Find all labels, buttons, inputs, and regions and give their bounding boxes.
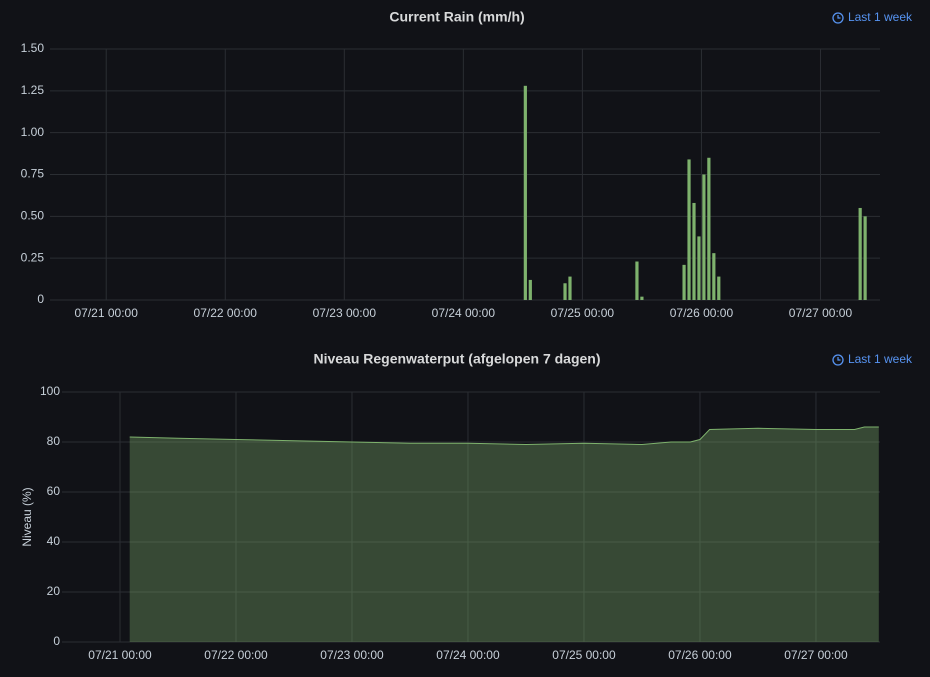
bar — [687, 159, 691, 300]
bar — [568, 276, 572, 300]
y-tick-label: 20 — [47, 584, 61, 598]
bar — [863, 216, 867, 300]
y-tick-label: 0 — [37, 292, 44, 306]
y-tick-label: 1.25 — [21, 83, 45, 97]
bar — [635, 261, 639, 300]
panel-title: Niveau Regenwaterput (afgelopen 7 dagen) — [313, 351, 600, 367]
x-tick-label: 07/22 00:00 — [204, 648, 268, 662]
area-fill — [129, 427, 879, 642]
time-range[interactable]: Last 1 week — [848, 352, 913, 366]
x-tick-label: 07/21 00:00 — [88, 648, 152, 662]
bar — [707, 157, 711, 300]
y-tick-label: 0.50 — [21, 209, 45, 223]
bar — [640, 296, 644, 300]
x-tick-label: 07/23 00:00 — [313, 306, 377, 320]
y-tick-label: 60 — [47, 484, 61, 498]
x-tick-label: 07/26 00:00 — [670, 306, 734, 320]
x-tick-label: 07/26 00:00 — [668, 648, 732, 662]
x-tick-label: 07/25 00:00 — [551, 306, 615, 320]
x-tick-label: 07/27 00:00 — [784, 648, 848, 662]
bar — [692, 202, 696, 300]
clock-hands — [837, 357, 841, 361]
x-tick-label: 07/24 00:00 — [436, 648, 500, 662]
x-tick-label: 07/22 00:00 — [194, 306, 258, 320]
panel-title: Current Rain (mm/h) — [389, 9, 524, 25]
y-tick-label: 0.75 — [21, 167, 45, 181]
bar — [702, 174, 706, 300]
bar — [528, 279, 532, 300]
x-tick-label: 07/27 00:00 — [789, 306, 853, 320]
clock-hands — [837, 15, 841, 19]
y-tick-label: 0.25 — [21, 250, 45, 264]
y-axis-label: Niveau (%) — [20, 487, 34, 546]
bar — [682, 264, 686, 300]
y-tick-label: 1.00 — [21, 125, 45, 139]
clock-icon — [832, 12, 844, 24]
clock-icon — [832, 354, 844, 366]
y-tick-label: 1.50 — [21, 41, 45, 55]
time-range[interactable]: Last 1 week — [848, 10, 913, 24]
bar — [717, 276, 721, 300]
y-tick-label: 40 — [47, 534, 61, 548]
bar — [697, 236, 701, 300]
bar — [563, 283, 567, 300]
x-tick-label: 07/21 00:00 — [75, 306, 139, 320]
bar — [523, 85, 527, 301]
x-tick-label: 07/25 00:00 — [552, 648, 616, 662]
x-tick-label: 07/24 00:00 — [432, 306, 496, 320]
y-tick-label: 80 — [47, 434, 61, 448]
x-tick-label: 07/23 00:00 — [320, 648, 384, 662]
y-tick-label: 0 — [53, 634, 60, 648]
y-tick-label: 100 — [40, 384, 60, 398]
bar — [858, 207, 862, 300]
bar — [712, 253, 716, 300]
line — [129, 426, 879, 446]
